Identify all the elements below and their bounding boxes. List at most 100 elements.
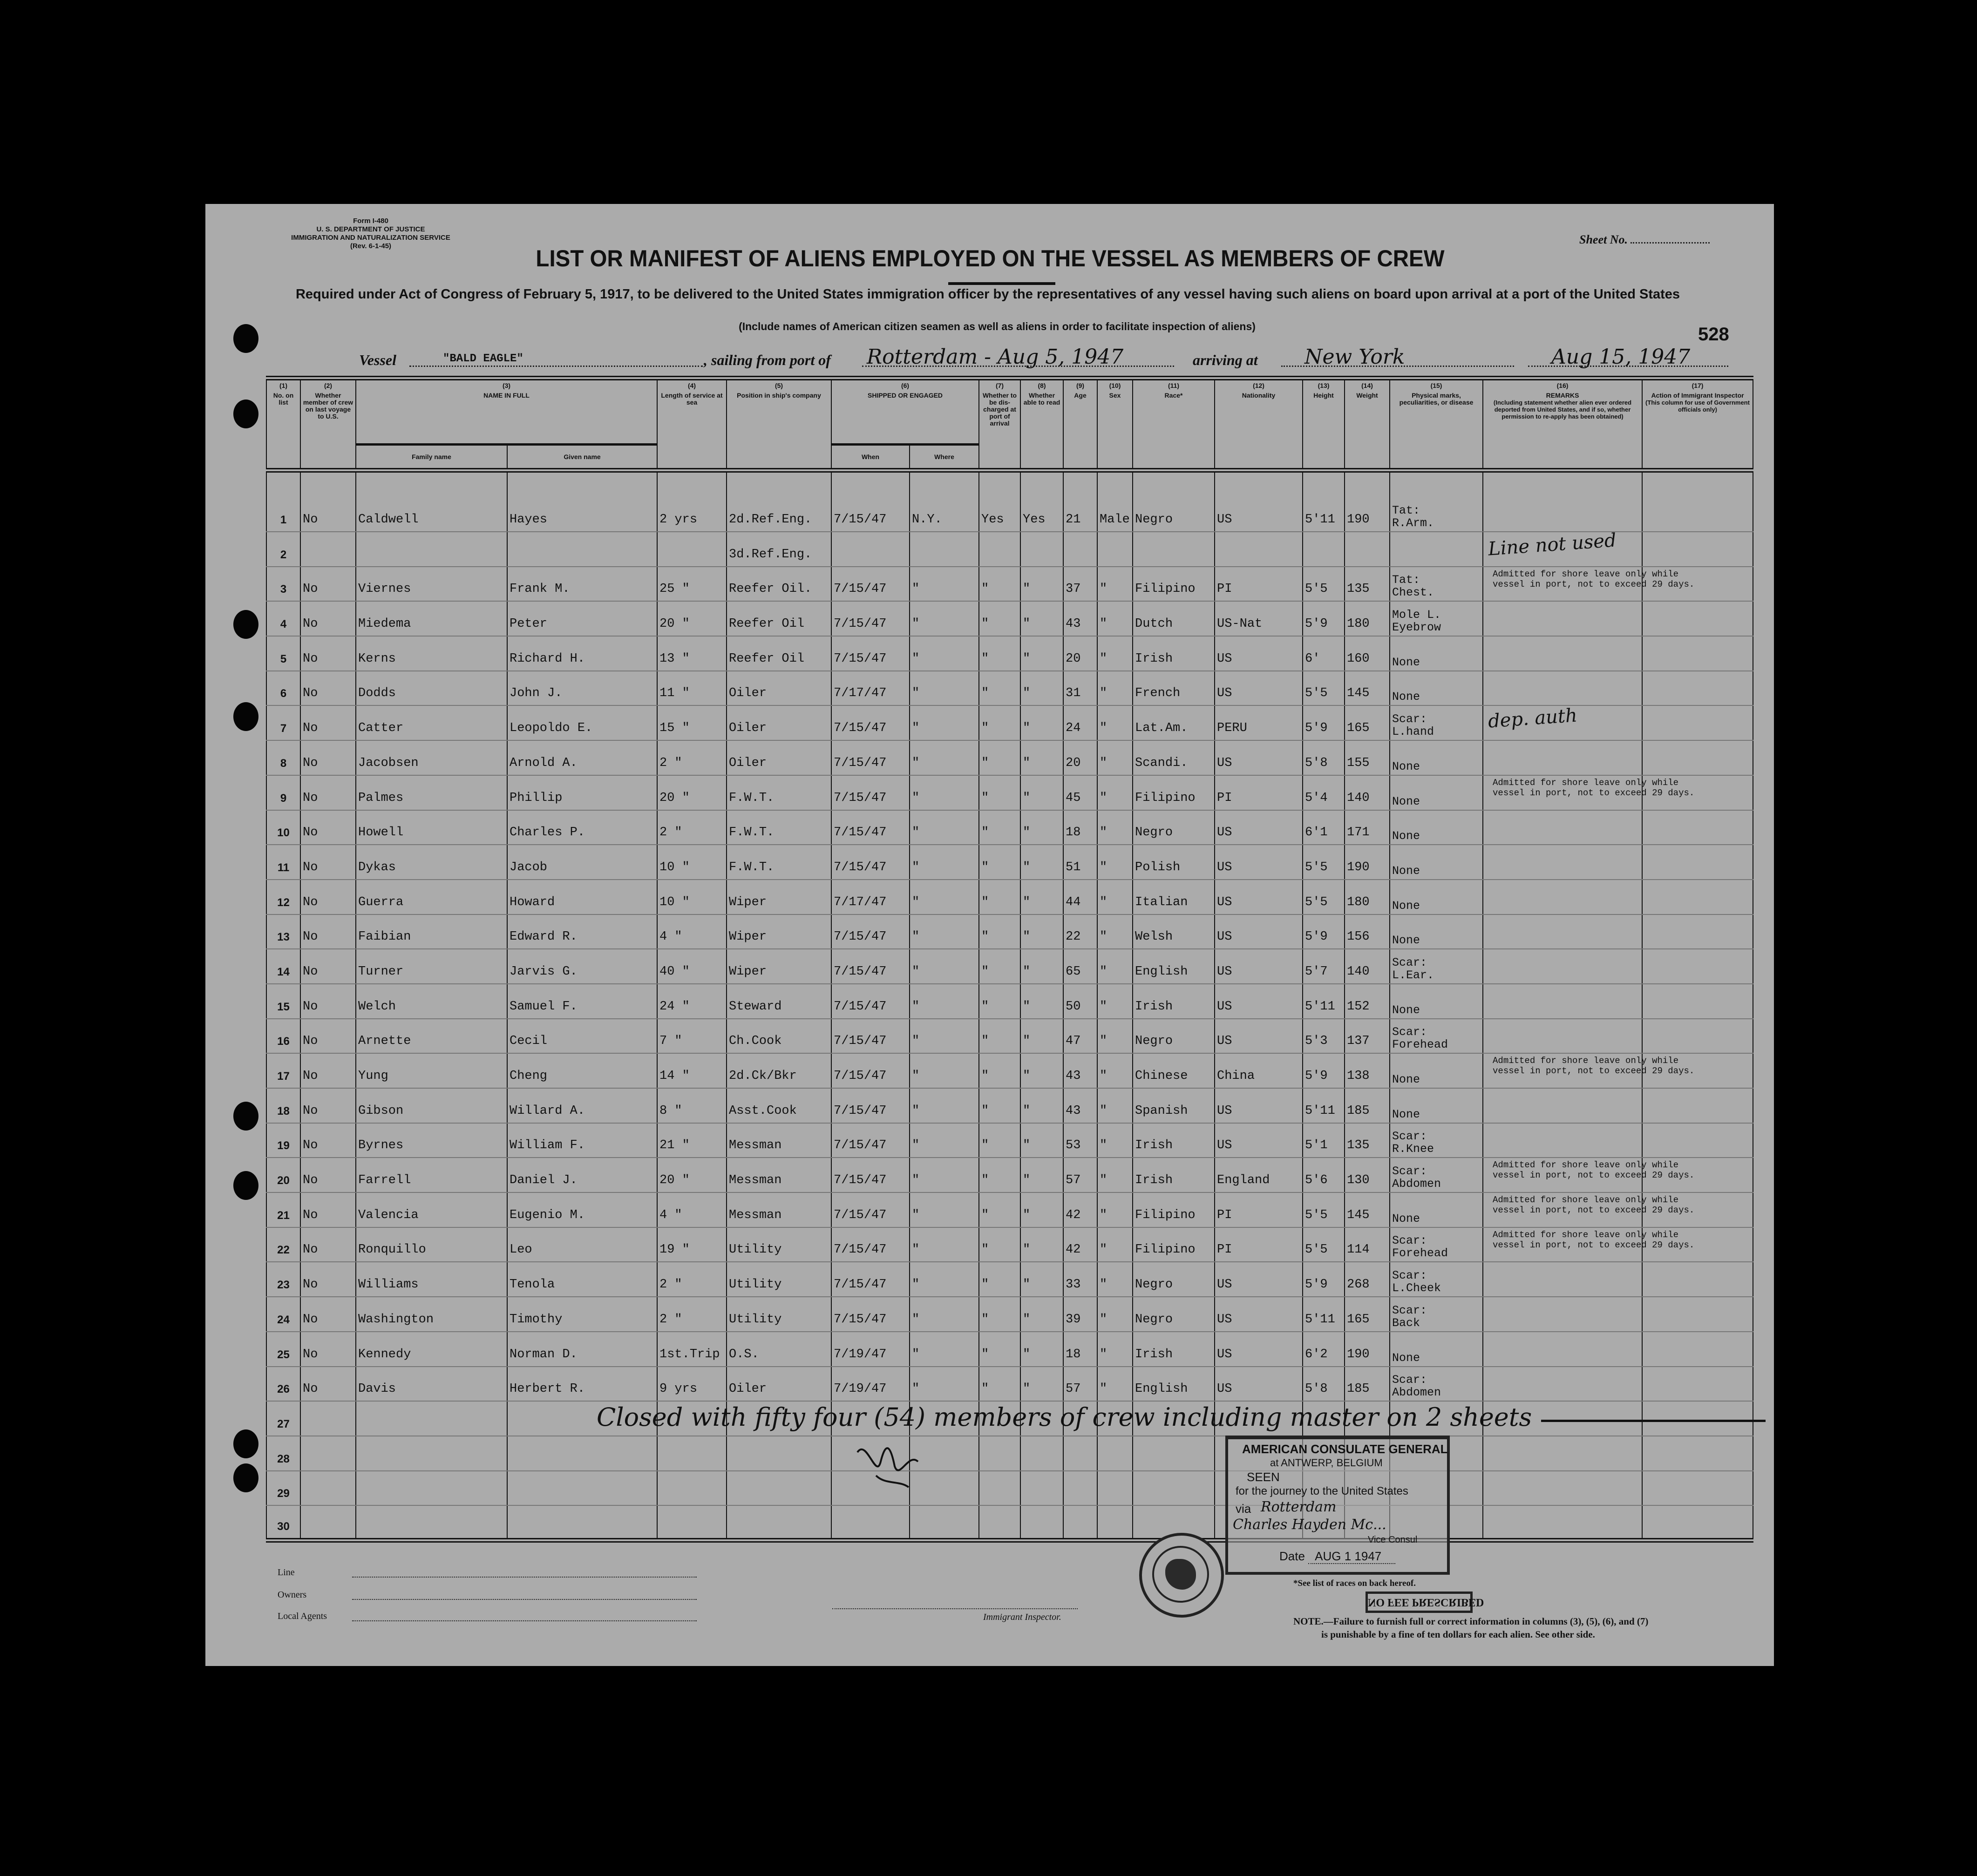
- age-cell: 20: [1063, 636, 1098, 671]
- height-cell: 5'4: [1302, 775, 1345, 811]
- age-cell: 51: [1063, 845, 1098, 880]
- race-cell: Irish: [1132, 983, 1216, 1019]
- to-be-discharged-cell: [978, 1436, 1021, 1471]
- height-cell: 6'2: [1302, 1331, 1345, 1367]
- list-number-cell: 20: [266, 1158, 301, 1193]
- family-name-cell: Palmes: [355, 775, 508, 811]
- length-of-service-cell: 24 ": [657, 983, 727, 1019]
- height-cell: 5'9: [1302, 1262, 1345, 1298]
- col-header-sex: (10) Sex: [1097, 378, 1134, 470]
- shipped-where-cell: ": [909, 1331, 980, 1367]
- remarks-cell: [1482, 845, 1643, 880]
- age-cell: 18: [1063, 810, 1098, 846]
- nationality-cell: US: [1214, 1297, 1304, 1332]
- local-agents-label: Local Agents: [278, 1611, 327, 1621]
- physical-marks-cell: Scar: Forehead: [1389, 1018, 1484, 1054]
- revision: (Rev. 6-1-45): [350, 242, 392, 250]
- to-be-discharged-cell: ": [978, 1366, 1021, 1402]
- weight-cell: 165: [1344, 1297, 1391, 1332]
- height-cell: 5'5: [1302, 1192, 1345, 1228]
- shipped-when-cell: 7/15/47: [831, 740, 910, 776]
- to-be-discharged-cell: ": [978, 914, 1021, 950]
- age-cell: [1063, 1401, 1098, 1436]
- sex-cell: [1097, 532, 1134, 567]
- nationality-cell: PI: [1214, 1192, 1304, 1228]
- shipped-when-cell: 7/15/47: [831, 1123, 910, 1158]
- nationality-cell: PI: [1214, 1227, 1304, 1263]
- given-name-cell: Daniel J.: [506, 1158, 658, 1193]
- able-to-read-cell: [1020, 1401, 1064, 1436]
- remarks-cell: [1482, 1297, 1643, 1332]
- able-to-read-cell: ": [1020, 810, 1064, 846]
- col-header-remarks: (16) REMARKS (Including statement whether …: [1482, 378, 1643, 470]
- remarks-cell: Admitted for shore leave only while vess…: [1482, 775, 1694, 811]
- inspector-action-cell: [1642, 775, 1754, 811]
- family-name-cell: Washington: [355, 1297, 508, 1332]
- sex-cell: ": [1097, 1227, 1134, 1263]
- vice-consul-signature: Charles Hayden Mc...: [1233, 1517, 1386, 1533]
- physical-marks-cell: None: [1389, 879, 1484, 915]
- to-be-discharged-cell: [978, 1401, 1021, 1436]
- sailing-label: , sailing from port of: [704, 352, 831, 368]
- punch-hole: [233, 610, 258, 639]
- last-voyage-cell: No: [300, 670, 356, 706]
- weight-cell: 185: [1344, 1088, 1391, 1124]
- able-to-read-cell: ": [1020, 983, 1064, 1019]
- family-name-cell: Farrell: [355, 1158, 508, 1193]
- to-be-discharged-cell: ": [978, 879, 1021, 915]
- length-of-service-cell: 20 ": [657, 775, 727, 811]
- length-of-service-cell: 40 ": [657, 949, 727, 984]
- family-name-cell: [355, 1436, 508, 1471]
- age-cell: 57: [1063, 1158, 1098, 1193]
- able-to-read-cell: ": [1020, 775, 1064, 811]
- shipped-where-cell: [909, 1401, 980, 1436]
- nationality-cell: US: [1214, 1018, 1304, 1054]
- shipped-when-cell: 7/15/47: [831, 1088, 910, 1124]
- shipped-where-cell: ": [909, 1123, 980, 1158]
- races-note: *See list of races on back hereof.: [1293, 1578, 1416, 1588]
- to-be-discharged-cell: ": [978, 601, 1021, 637]
- list-number-cell: 9: [266, 775, 301, 811]
- to-be-discharged-cell: [978, 532, 1021, 567]
- last-voyage-cell: No: [300, 1366, 356, 1402]
- nationality-cell: PERU: [1214, 705, 1304, 741]
- position-cell: [726, 1401, 832, 1436]
- department: U. S. DEPARTMENT OF JUSTICE: [316, 225, 425, 233]
- shipped-when-cell: 7/15/47: [831, 914, 910, 950]
- last-voyage-cell: No: [300, 705, 356, 741]
- nationality-cell: US: [1214, 670, 1304, 706]
- stamp-date-value: AUG 1 1947: [1308, 1549, 1396, 1564]
- weight-cell: 190: [1344, 845, 1391, 880]
- age-cell: 45: [1063, 775, 1098, 811]
- shipped-where-cell: ": [909, 914, 980, 950]
- sex-cell: ": [1097, 1331, 1134, 1367]
- nationality-cell: US: [1214, 636, 1304, 671]
- length-of-service-cell: [657, 1470, 727, 1506]
- shipped-when-cell: 7/15/47: [831, 775, 910, 811]
- position-cell: Messman: [726, 1192, 832, 1228]
- list-number-cell: 15: [266, 983, 301, 1019]
- given-name-cell: John J.: [506, 670, 658, 706]
- remarks-cell: [1482, 601, 1643, 637]
- to-be-discharged-cell: ": [978, 566, 1021, 602]
- inspector-action-cell: [1642, 1018, 1754, 1054]
- last-voyage-cell: No: [300, 1331, 356, 1367]
- shipped-when-cell: 7/15/47: [831, 1297, 910, 1332]
- given-name-cell: Edward R.: [506, 914, 658, 950]
- list-number-cell: 13: [266, 914, 301, 950]
- race-cell: Dutch: [1132, 601, 1216, 637]
- inspector-action-cell: [1642, 879, 1754, 915]
- length-of-service-cell: 25 ": [657, 566, 727, 602]
- weight-cell: 268: [1344, 1262, 1391, 1298]
- given-name-cell: [506, 1436, 658, 1471]
- able-to-read-cell: ": [1020, 949, 1064, 984]
- race-cell: [1132, 532, 1216, 567]
- last-voyage-cell: No: [300, 1262, 356, 1298]
- physical-marks-cell: Tat: Chest.: [1389, 566, 1484, 602]
- list-number-cell: 22: [266, 1227, 301, 1263]
- length-of-service-cell: 9 yrs: [657, 1366, 727, 1402]
- remarks-cell: dep. auth: [1482, 705, 1643, 741]
- position-cell: Oiler: [726, 705, 832, 741]
- to-be-discharged-cell: ": [978, 1053, 1021, 1089]
- length-of-service-cell: [657, 1401, 727, 1436]
